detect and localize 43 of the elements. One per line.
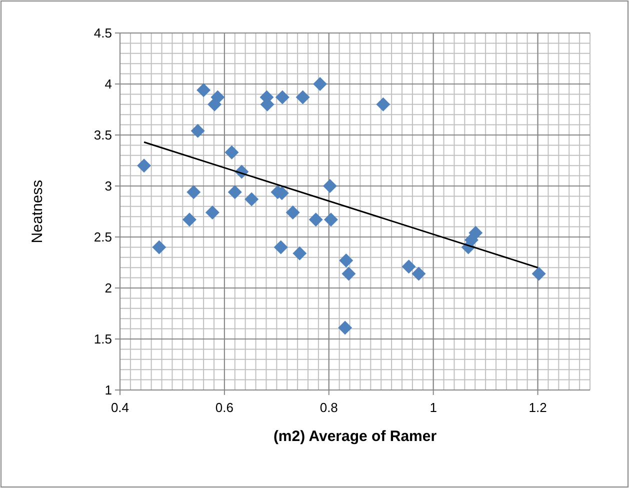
point xyxy=(296,90,310,104)
point xyxy=(412,266,426,281)
y-tick-label: 4.5 xyxy=(94,26,112,41)
point xyxy=(322,179,337,193)
point xyxy=(275,90,290,104)
point xyxy=(244,192,259,206)
point xyxy=(190,124,205,138)
point xyxy=(205,206,220,220)
y-tick-label: 3 xyxy=(104,178,112,194)
y-tick-label: 1.5 xyxy=(94,332,112,347)
point xyxy=(376,97,390,112)
point xyxy=(208,97,222,112)
point xyxy=(224,145,239,160)
point xyxy=(338,320,352,335)
point xyxy=(324,212,338,227)
point xyxy=(468,226,483,240)
y-axis-title: Neatness xyxy=(29,180,46,244)
point xyxy=(292,246,307,260)
y-tick-label: 3.5 xyxy=(94,128,112,143)
point xyxy=(186,185,201,200)
point xyxy=(339,253,354,268)
point xyxy=(228,185,242,200)
point xyxy=(152,240,166,254)
point xyxy=(182,212,196,227)
point xyxy=(308,212,323,227)
point xyxy=(313,77,328,91)
y-tick-label: 4 xyxy=(104,76,112,92)
x-tick-label: 0.4 xyxy=(110,400,130,415)
point xyxy=(274,240,288,254)
x-axis-title: (m2) Average of Ramer xyxy=(273,428,437,445)
y-tick-label: 2.5 xyxy=(94,230,112,245)
y-tick-label: 2 xyxy=(104,280,112,296)
point xyxy=(196,83,211,98)
point xyxy=(402,260,416,274)
point xyxy=(286,206,300,220)
x-tick-label: 1.2 xyxy=(528,400,547,415)
x-tick-label: 0.8 xyxy=(320,400,338,415)
y-tick-label: 1 xyxy=(104,382,112,398)
x-tick-label: 0.6 xyxy=(215,400,234,415)
point xyxy=(532,266,546,281)
point xyxy=(137,158,152,173)
x-tick-label: 1 xyxy=(430,400,437,415)
point xyxy=(342,266,356,281)
